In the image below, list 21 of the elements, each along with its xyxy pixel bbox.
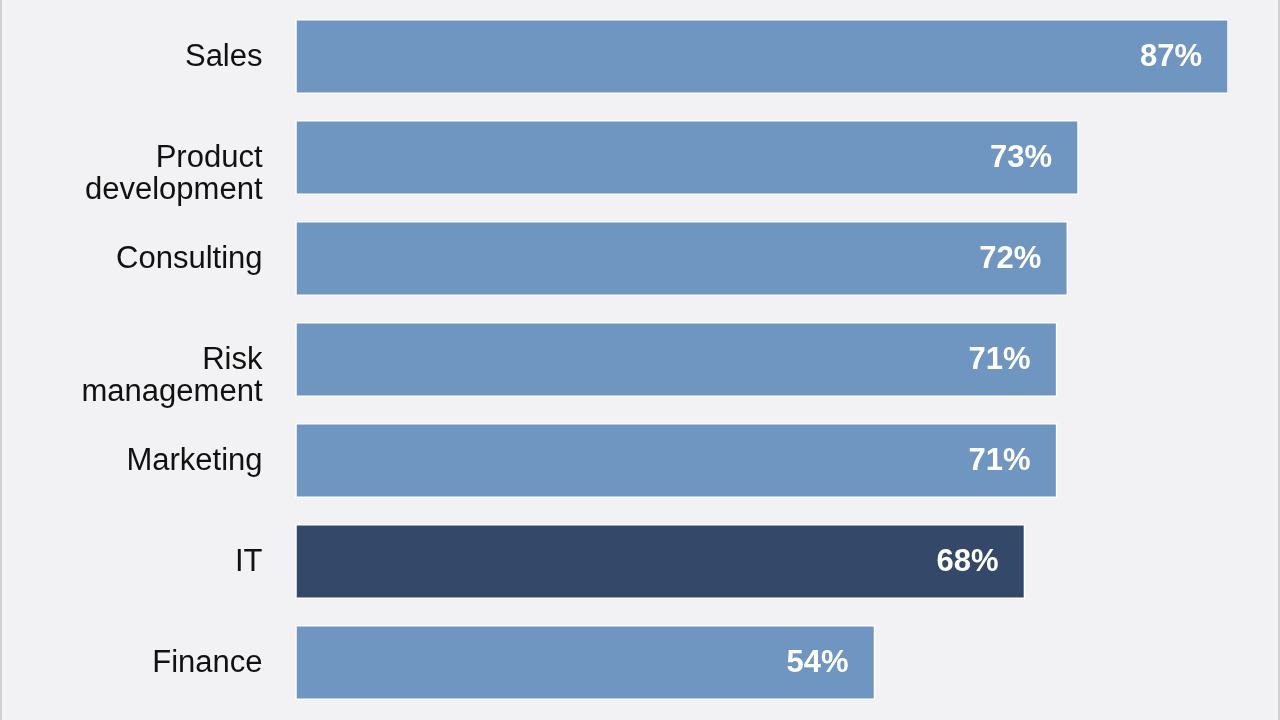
data-label: 72%	[979, 239, 1042, 275]
bar	[295, 18, 1228, 95]
data-label: 71%	[968, 340, 1031, 376]
y-tick-label: IT	[234, 542, 263, 578]
y-tick-label: Sales	[184, 37, 263, 73]
data-label: 73%	[989, 138, 1053, 174]
bar	[295, 624, 876, 701]
y-tick-label: Finance	[152, 643, 263, 679]
y-tick-label: Product development	[84, 138, 263, 206]
bar	[295, 523, 1026, 600]
data-label: 68%	[936, 542, 999, 578]
data-label: 54%	[786, 643, 849, 679]
y-tick-label: Consulting	[116, 239, 263, 275]
bar	[295, 321, 1058, 398]
y-tick-label: Marketing	[126, 441, 263, 477]
data-label: 87%	[1139, 37, 1202, 73]
bar	[295, 422, 1058, 499]
data-label: 71%	[968, 441, 1031, 477]
y-tick-label: Risk management	[81, 340, 263, 408]
bar	[295, 220, 1069, 297]
bar	[295, 119, 1079, 196]
